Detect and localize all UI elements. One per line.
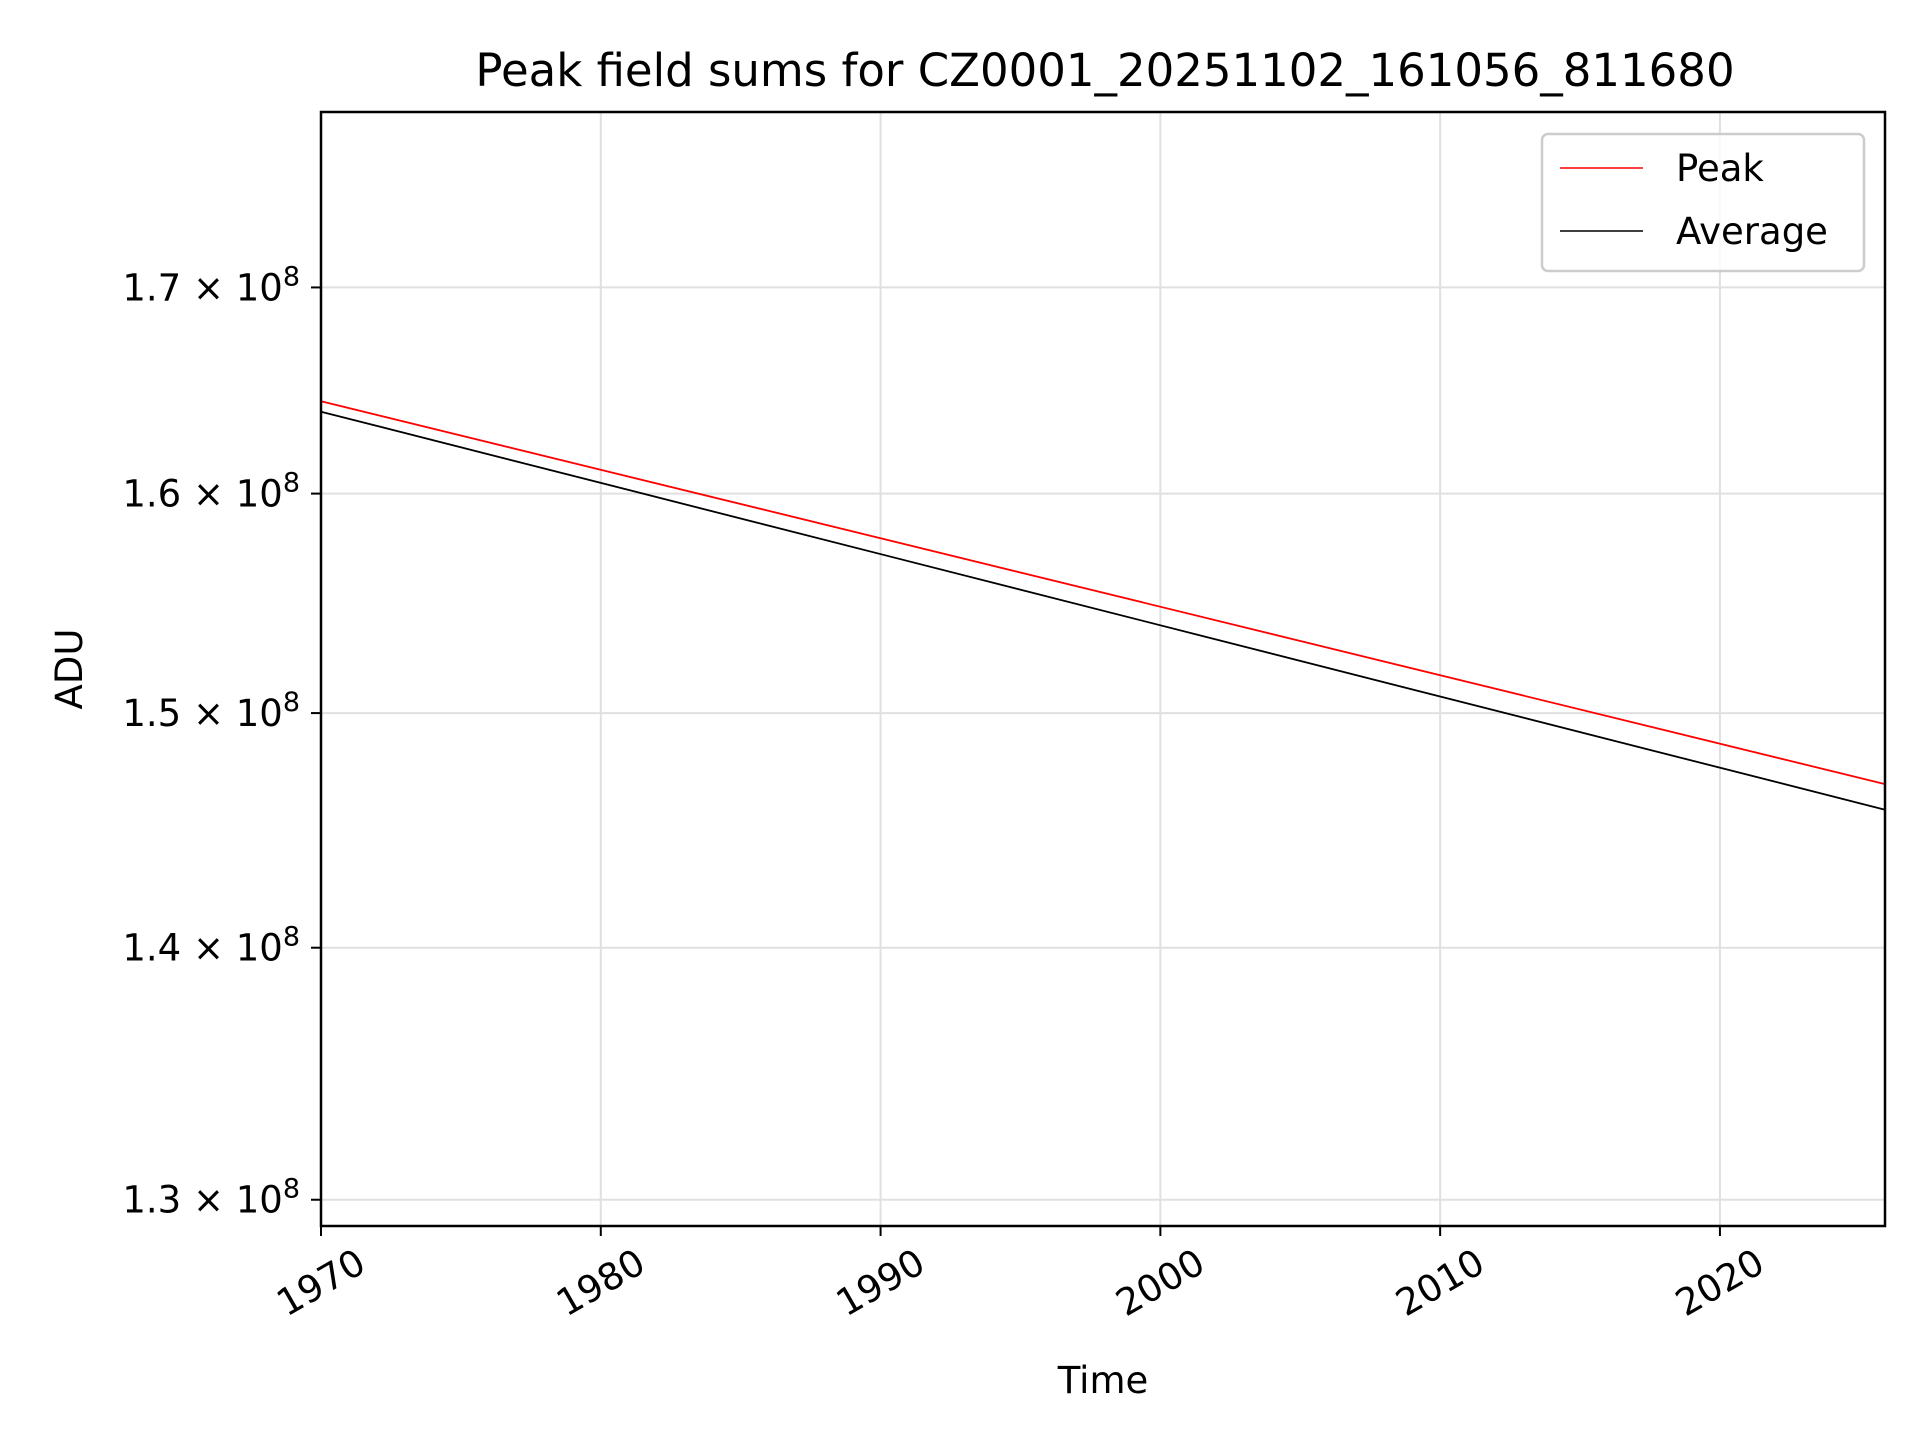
y-tick-label: 1.6 × 108 — [122, 468, 300, 516]
x-tick-label: 2010 — [1389, 1241, 1492, 1325]
y-axis-label: ADU — [48, 629, 91, 710]
x-tick-label: 1990 — [829, 1241, 932, 1325]
grid — [320, 112, 1885, 1226]
x-tick-label: 1970 — [269, 1241, 372, 1325]
x-tick-label: 1980 — [549, 1241, 652, 1325]
x-tick-label: 2000 — [1109, 1241, 1212, 1325]
y-tick-label: 1.5 × 108 — [122, 687, 300, 735]
y-axis-ticks: 1.3 × 108 1.4 × 108 1.5 × 108 1.6 × 108 1.7 … — [122, 261, 321, 1222]
x-axis-label: Time — [1057, 1359, 1149, 1402]
plot-frame — [319, 110, 1887, 1228]
legend-label-average: Average — [1676, 210, 1828, 253]
x-tick-label: 2020 — [1668, 1241, 1771, 1325]
chart-title: Peak field sums for CZ0001_20251102_1610… — [475, 44, 1734, 97]
y-tick-label: 1.4 × 108 — [122, 922, 300, 970]
y-tick-label: 1.7 × 108 — [122, 261, 300, 309]
y-tick-label: 1.3 × 108 — [122, 1174, 300, 1222]
x-axis-ticks: 1970 1980 1990 2000 2010 2020 — [269, 1226, 1771, 1325]
legend: Peak Average — [1540, 132, 1866, 273]
legend-label-peak: Peak — [1676, 147, 1764, 190]
series-line-average — [320, 410, 1886, 811]
